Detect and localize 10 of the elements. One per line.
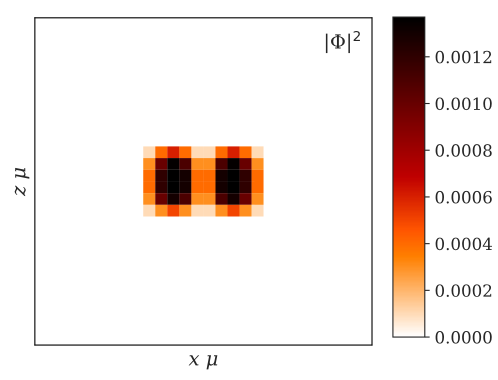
color-bar-label: 0.0008 <box>436 144 492 157</box>
y-axis-title: z μ <box>14 168 30 196</box>
color-bar-label: 0.0004 <box>436 238 492 250</box>
color-bar-label: 0.0012 <box>436 50 492 64</box>
x-axis-title: x μ <box>188 355 218 370</box>
color-bar-label: 0.0000 <box>436 331 492 344</box>
annotation: |Φ|$^{2}$ <box>326 30 360 54</box>
color-bar-label: 0.0006 <box>436 190 492 204</box>
color-bar-label: 0.0002 <box>436 284 492 297</box>
color-bar-label: 0.0010 <box>436 97 492 110</box>
